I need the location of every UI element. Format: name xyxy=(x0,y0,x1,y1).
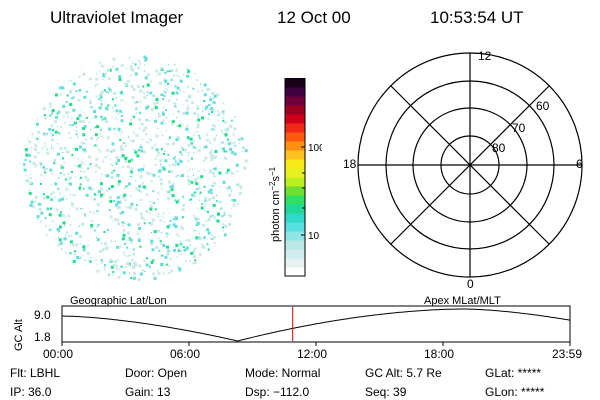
colorbar-cell xyxy=(285,231,305,241)
apex-caption: Apex MLat/MLT xyxy=(424,295,501,307)
colorbar-cell xyxy=(285,204,305,214)
glat-value: GLat: ***** xyxy=(485,366,542,380)
colorbar-cell xyxy=(285,114,305,124)
door-value: Door: Open xyxy=(125,366,188,380)
colorbar-cell xyxy=(285,105,305,115)
colorbar-label-100: 100 xyxy=(308,143,322,154)
colorbar-frame xyxy=(284,78,306,277)
glon-value: GLon: ***** xyxy=(485,385,545,399)
colorbar-gradient xyxy=(285,78,305,277)
mlt-label-6: 6 xyxy=(576,157,583,171)
altitude-curve xyxy=(61,308,571,342)
colorbar-cell xyxy=(285,168,305,178)
gc-alt-tick-high: 9.0 xyxy=(34,308,51,322)
polar-diagonal-2 xyxy=(390,85,550,245)
gc-alt-value: GC Alt: 5.7 Re xyxy=(365,366,442,380)
mlt-label-18: 18 xyxy=(343,157,357,171)
mode-value: Mode: Normal xyxy=(245,366,321,380)
colorbar-cell xyxy=(285,123,305,133)
lat-label-60: 60 xyxy=(536,99,550,113)
mlt-label-12: 12 xyxy=(478,49,492,63)
time-tick-0000: 00:00 xyxy=(43,347,74,361)
colorbar-cell xyxy=(285,186,305,196)
ip-value: IP: 36.0 xyxy=(10,385,52,399)
colorbar-cell xyxy=(285,141,305,151)
observation-time: 10:53:54 UT xyxy=(430,8,524,27)
filter-value: Flt: LBHL xyxy=(10,366,61,380)
lat-label-80: 80 xyxy=(492,141,506,155)
colorbar-unit-label: photon cm−2s−1 xyxy=(268,166,282,242)
colorbar-cell xyxy=(285,87,305,97)
colorbar-cell xyxy=(285,78,305,88)
time-tick-1800: 18:00 xyxy=(424,347,455,361)
gc-alt-tick-low: 1.8 xyxy=(34,330,51,344)
colorbar-cell xyxy=(285,132,305,142)
colorbar-cell xyxy=(285,159,305,169)
uv-image-disk xyxy=(23,55,248,282)
colorbar-cell xyxy=(285,249,305,259)
mlt-label-0: 0 xyxy=(467,277,474,289)
colorbar: 100 10 photon cm−2s−1 xyxy=(268,78,322,277)
polar-grid: 12 18 6 0 60 70 80 xyxy=(343,49,583,289)
instrument-title: Ultraviolet Imager xyxy=(50,8,184,27)
colorbar-cell xyxy=(285,96,305,106)
colorbar-cell xyxy=(285,177,305,187)
gain-value: Gain: 13 xyxy=(125,385,171,399)
dsp-value: Dsp: −112.0 xyxy=(245,385,310,399)
colorbar-cell xyxy=(285,222,305,232)
colorbar-cell xyxy=(285,258,305,268)
image-speckles xyxy=(23,55,248,282)
time-tick-2359: 23:59 xyxy=(552,347,583,361)
gc-alt-axis-label: GC Alt xyxy=(13,319,25,351)
lat-label-70: 70 xyxy=(512,121,526,135)
colorbar-cell xyxy=(285,267,305,277)
time-tick-0600: 06:00 xyxy=(170,347,201,361)
colorbar-cell xyxy=(285,195,305,205)
colorbar-cell xyxy=(285,240,305,250)
observation-date: 12 Oct 00 xyxy=(277,8,351,27)
seq-value: Seq: 39 xyxy=(365,385,407,399)
colorbar-cell xyxy=(285,150,305,160)
orbit-timeline: GC Alt 9.0 1.8 xyxy=(13,305,571,351)
colorbar-cell xyxy=(285,213,305,223)
time-tick-1200: 12:00 xyxy=(297,347,328,361)
geographic-caption: Geographic Lat/Lon xyxy=(70,295,167,307)
colorbar-label-10: 10 xyxy=(308,231,320,242)
